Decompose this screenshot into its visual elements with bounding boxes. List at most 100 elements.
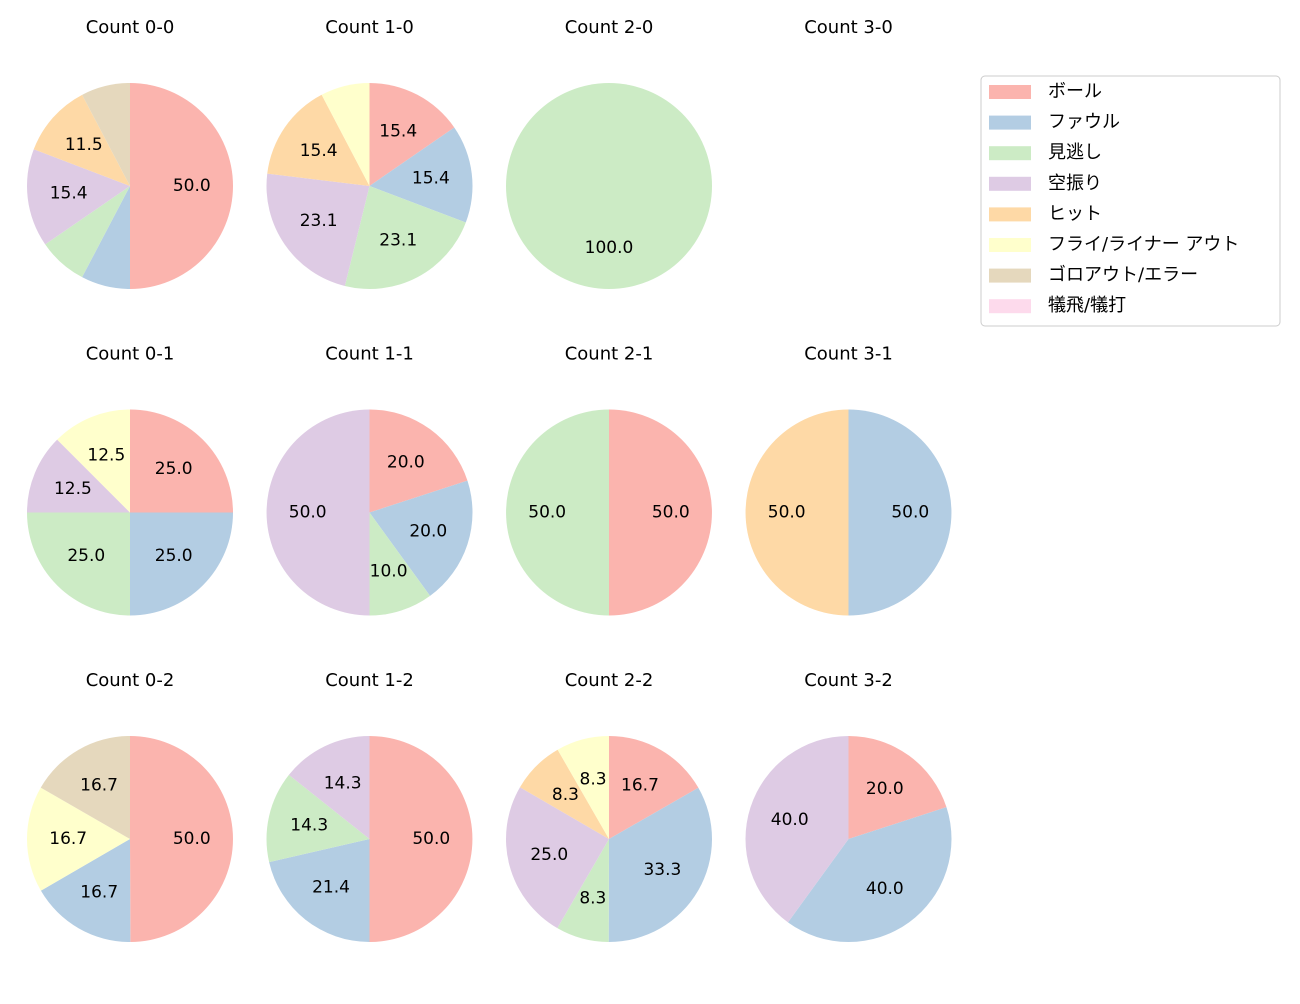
pie-slice [369,409,468,513]
legend-swatch [989,146,1031,161]
legend-swatch [989,176,1031,191]
slice-label: 12.5 [87,445,125,465]
pie-title: Count 0-1 [86,344,175,365]
slice-label: 21.4 [312,877,350,897]
slice-label: 11.5 [65,135,103,155]
pie-slice [57,409,131,513]
slice-label: 20.0 [387,453,425,473]
slice-label: 14.3 [324,773,362,793]
pie-slice [344,186,466,290]
slice-label: 50.0 [652,503,690,523]
slice-label: 25.0 [155,459,193,479]
pie-title: Count 2-2 [565,670,654,691]
pie-slice [40,736,130,839]
legend-label: 空振り [1048,173,1102,194]
pie-slice [369,736,473,942]
legend-label: ゴロアウト/エラー [1048,265,1198,286]
pie-slice [45,186,130,278]
slice-label: 23.1 [379,231,417,251]
pie-slice [369,480,473,596]
pie-slice [130,409,233,513]
pie-slice [609,736,699,839]
slice-label: 50.0 [528,503,566,523]
slice-label: 14.3 [290,815,328,835]
legend-box [980,75,1281,327]
pie-slice [557,736,609,839]
slice-label: 8.3 [579,889,606,909]
pie-slice [26,787,130,891]
slice-label: 50.0 [412,829,450,849]
slice-label: 15.4 [379,121,417,141]
slice-label: 16.7 [80,883,118,903]
slice-label: 100.0 [585,238,634,258]
legend-label: 犠飛/犠打 [1048,295,1126,316]
legend-label: ヒット [1048,203,1102,224]
slice-label: 25.0 [67,546,105,566]
pie-slice [745,409,849,616]
slice-label: 50.0 [289,503,327,523]
legend-swatch [989,207,1031,222]
slice-label: 12.5 [54,479,92,499]
pie-slice [848,409,952,616]
pie-title: Count 3-2 [804,670,893,691]
pie-slice [519,749,609,839]
slice-label: 50.0 [173,176,211,196]
legend-label: ファウル [1048,112,1120,133]
pie-slice [506,787,609,929]
pie-slice [608,787,712,943]
slice-label: 20.0 [866,779,904,799]
pie-title: Count 2-0 [565,17,654,38]
pie-slice [269,839,370,942]
pie-slice [27,512,130,616]
pie-title: Count 3-0 [804,17,893,38]
slice-label: 40.0 [866,879,904,899]
slice-label: 10.0 [370,561,408,581]
legend-swatch [989,299,1031,314]
pie-slice [745,736,849,923]
slice-label: 15.4 [300,141,338,161]
legend-swatch [989,268,1031,283]
slice-label: 50.0 [891,503,929,523]
pie-slice [82,83,130,186]
legend-label: ボール [1048,81,1102,102]
legend-label: フライ/ライナー アウト [1048,234,1239,255]
pie-slice [40,839,131,942]
slice-label: 8.3 [580,769,607,789]
pie-slice [266,774,370,863]
pie-slice [506,409,609,616]
slice-label: 20.0 [409,522,447,542]
pie-slice [130,83,233,289]
pie-slice [33,94,131,186]
slice-label: 15.4 [50,183,88,203]
pie-slice [266,409,370,616]
pie-title: Count 3-1 [804,344,893,365]
pie-slice [609,409,712,616]
slice-label: 40.0 [771,810,809,830]
pie-title: Count 0-0 [86,17,175,38]
slice-label: 50.0 [173,829,211,849]
pie-title: Count 1-1 [325,344,414,365]
pie-title: Count 0-2 [86,670,175,691]
pie-slice [267,94,370,186]
pie-title: Count 1-0 [325,17,414,38]
pie-slice [369,83,455,186]
pie-slice [82,186,130,289]
pie-slice [26,149,130,245]
legend-swatch [989,85,1031,99]
slice-label: 16.7 [80,775,118,795]
slice-label: 16.7 [621,776,659,796]
slice-label: 50.0 [768,503,806,523]
pie-slice [27,439,130,513]
pie-slice [787,807,952,942]
pie-slice [557,839,609,942]
slice-label: 33.3 [643,860,681,880]
legend-swatch [989,238,1031,252]
slice-label: 16.7 [49,829,87,849]
pie-title: Count 1-2 [325,670,414,691]
pie-slice [321,83,370,186]
pie-slice [369,127,473,223]
pie-slice [848,736,947,839]
pie-slice [130,736,233,942]
pie-slice [369,512,431,616]
